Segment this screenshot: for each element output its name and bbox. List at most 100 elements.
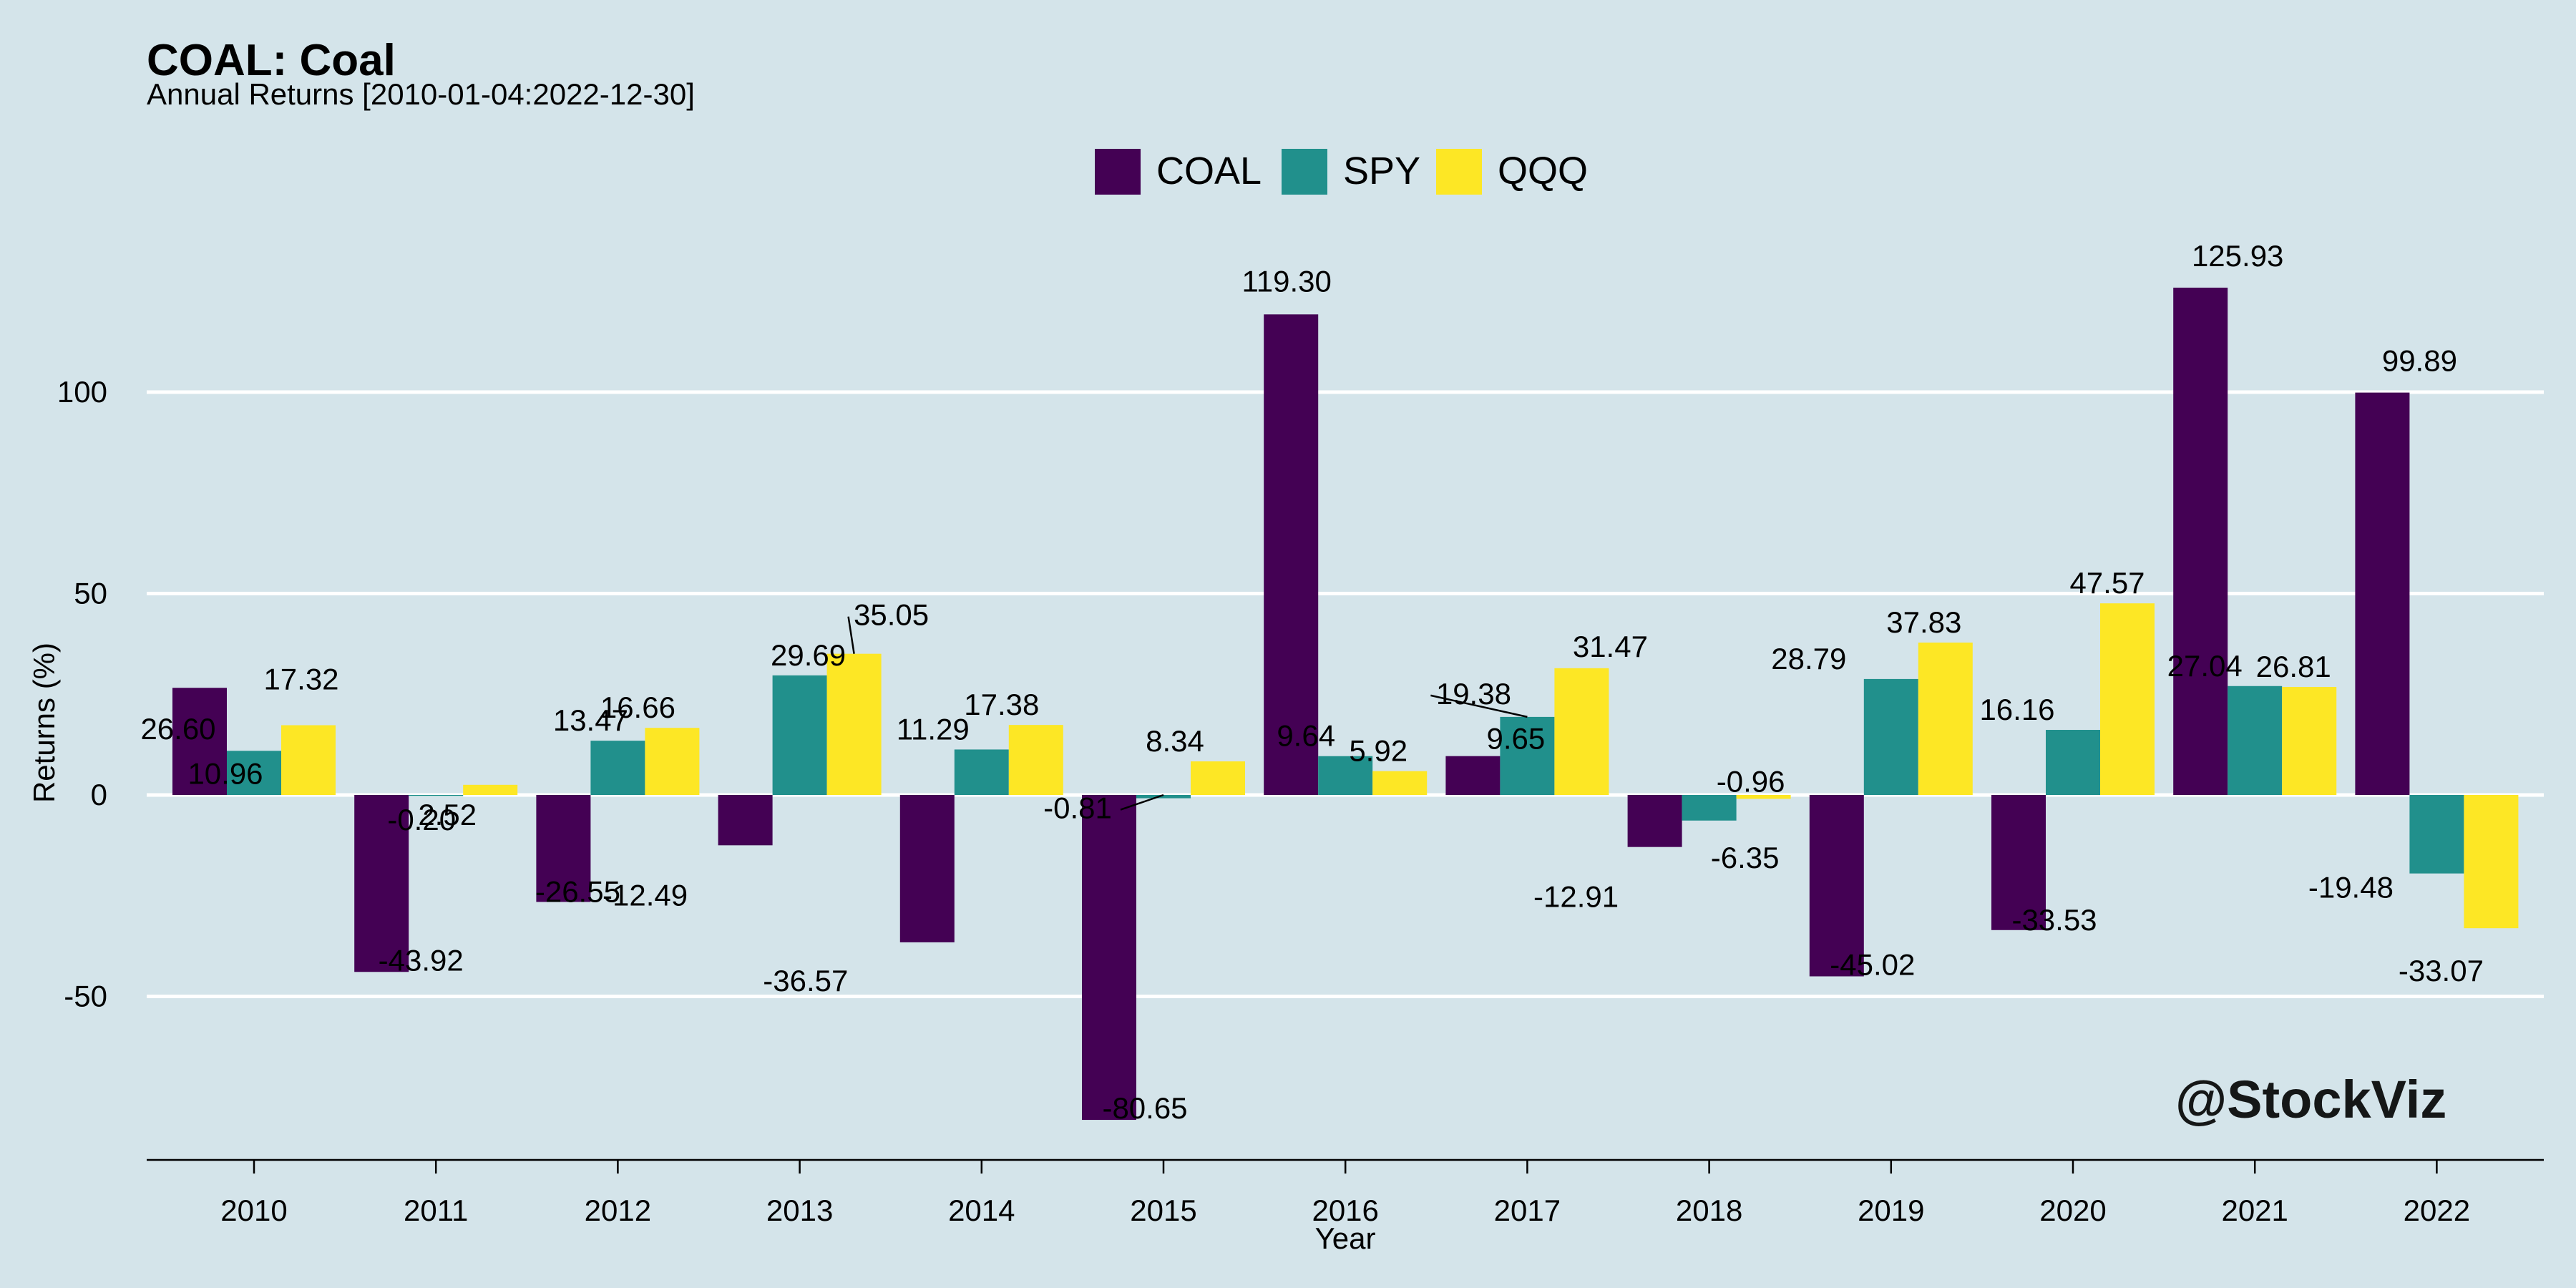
legend: COAL SPY QQQ (1095, 149, 1588, 195)
bar-spy-2018 (1682, 795, 1737, 821)
value-label-coal: -36.57 (763, 964, 848, 997)
value-label-coal: -80.65 (1102, 1091, 1187, 1125)
x-tick-label: 2015 (1130, 1194, 1196, 1227)
bar-coal-2020 (1991, 795, 2046, 930)
x-tick-label: 2011 (404, 1194, 468, 1227)
bar-qqq-2015 (1191, 761, 1245, 795)
legend-label-qqq: QQQ (1498, 150, 1588, 192)
value-label-qqq: 37.83 (1886, 605, 1961, 639)
bar-coal-2019 (1809, 795, 1864, 977)
value-labels: 26.60 -43.92 -26.55-12.49 -36.57 -80.65 119.3… (140, 239, 2484, 1125)
bar-spy-2022 (2409, 795, 2464, 874)
value-label-spy: 28.79 (1771, 642, 1846, 675)
bar-coal-2014 (899, 795, 955, 942)
legend-label-spy: SPY (1343, 150, 1420, 192)
x-tick-label: 2013 (766, 1194, 833, 1227)
label-leader-lines (847, 616, 1528, 811)
value-label-coal: 99.89 (2382, 344, 2457, 378)
value-label-spy: 19.38 (1436, 677, 1511, 711)
bar-coal-2021 (2173, 288, 2228, 795)
bar-qqq-2022 (2464, 795, 2519, 929)
value-label-coal: -45.02 (1830, 947, 1915, 981)
value-label-spy: 29.69 (771, 638, 846, 672)
legend-key-coal (1095, 149, 1141, 195)
bar-spy-2016 (1318, 756, 1373, 795)
bar-spy-2014 (954, 749, 1009, 795)
bar-coal-2011 (354, 795, 409, 972)
value-label-spy: 16.16 (1979, 693, 2054, 726)
legend-label-coal: COAL (1156, 150, 1262, 192)
value-label-spy: -0.81 (1043, 791, 1112, 825)
bar-qqq-2011 (463, 784, 518, 795)
value-label-qqq: 31.47 (1573, 630, 1648, 663)
value-label-spy: 27.04 (2167, 649, 2243, 683)
value-label-spy: -6.35 (1711, 841, 1780, 874)
label-leader (1120, 794, 1164, 811)
bar-coal-2018 (1627, 795, 1682, 847)
value-label-qqq: 35.05 (854, 598, 929, 632)
bar-coal-2010 (172, 688, 227, 795)
value-label-qqq: 26.81 (2256, 650, 2331, 683)
bar-spy-2015 (1136, 795, 1191, 799)
value-label-spy: -19.48 (2308, 871, 2394, 904)
value-label-qqq: 2.52 (418, 798, 477, 831)
bar-qqq-2014 (1008, 725, 1063, 795)
bar-coal-2022 (2355, 392, 2410, 795)
value-label-qqq: -33.07 (2399, 954, 2484, 987)
bar-qqq-2016 (1372, 771, 1428, 795)
bar-coal-2013 (718, 795, 773, 846)
value-label-coal: 125.93 (2192, 239, 2283, 273)
bar-coal-2017 (1445, 756, 1501, 795)
bar-qqq-2018 (1736, 795, 1791, 799)
value-label-qqq: 17.32 (263, 662, 338, 696)
x-tick-label: 2018 (1676, 1194, 1742, 1227)
y-tick-label: 100 (57, 375, 107, 409)
value-label-spy: 13.47 (553, 703, 628, 737)
bars (172, 288, 2519, 1121)
bar-spy-2012 (590, 741, 645, 795)
bar-qqq-2019 (1918, 643, 1973, 795)
bar-coal-2016 (1264, 314, 1319, 795)
bar-qqq-2017 (1554, 668, 1609, 795)
bar-spy-2021 (2228, 686, 2283, 795)
y-axis-title: Returns (%) (27, 643, 61, 803)
x-tick-label: 2012 (585, 1194, 651, 1227)
y-tick-label: 50 (74, 577, 107, 610)
x-tick-label: 2021 (2221, 1194, 2288, 1227)
chart-title: COAL: Coal (147, 36, 396, 85)
value-label-coal: 26.60 (140, 712, 215, 746)
value-label-spy: 11.29 (897, 712, 970, 746)
bar-spy-2020 (2046, 730, 2100, 795)
value-label-coal: 9.65 (1487, 722, 1546, 756)
bar-coal-2012 (536, 795, 591, 902)
x-tick-label: 2017 (1494, 1194, 1561, 1227)
legend-key-spy (1282, 149, 1327, 195)
value-label-spy: 10.96 (187, 756, 263, 790)
x-tick-label: 2022 (2404, 1194, 2470, 1227)
x-tick-label: 2014 (948, 1194, 1015, 1227)
value-label-coal: -43.92 (379, 943, 464, 977)
value-label-coal: 119.30 (1242, 264, 1332, 298)
watermark: @StockViz (2175, 1070, 2446, 1129)
bar-spy-2013 (772, 675, 827, 795)
bar-spy-2017 (1500, 716, 1555, 795)
bar-qqq-2010 (281, 725, 336, 795)
label-leader (1430, 694, 1528, 718)
y-tick-label: 0 (91, 778, 107, 811)
y-tick-label: -50 (64, 980, 107, 1013)
bar-spy-2019 (1863, 678, 1918, 795)
bar-qqq-2012 (645, 728, 700, 795)
label-leader (847, 616, 855, 654)
x-tick-labels: 2010 2011 2012 2013 2014 2015 2016 2017 2018 2019… (220, 1160, 2470, 1227)
x-tick-label: 2016 (1312, 1194, 1378, 1227)
bar-coal-2015 (1082, 795, 1136, 1121)
bar-spy-2010 (227, 751, 281, 795)
x-tick-label: 2010 (220, 1194, 287, 1227)
value-label-coal: -12.91 (1533, 880, 1619, 914)
x-axis-title: Year (1315, 1221, 1376, 1255)
bar-spy-2011 (409, 795, 464, 796)
value-label-qqq: 5.92 (1349, 734, 1407, 768)
value-label-spy: 9.64 (1277, 719, 1335, 753)
y-tick-labels: -50 0 50 100 (57, 375, 107, 1013)
